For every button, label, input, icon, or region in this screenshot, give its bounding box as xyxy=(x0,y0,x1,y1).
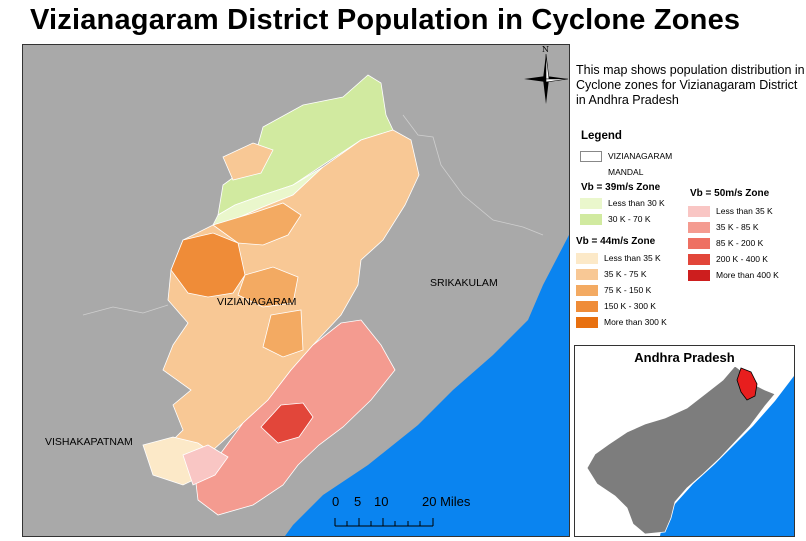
legend-zone39-heading: Vb = 39m/s Zone xyxy=(581,182,661,193)
legend-item-label: 35 K - 85 K xyxy=(716,222,759,232)
legend-item: 200 K - 400 K xyxy=(688,253,768,265)
north-arrow-icon xyxy=(524,53,569,104)
legend-item: 75 K - 150 K xyxy=(576,284,651,296)
legend-swatch xyxy=(580,213,602,225)
zone-44 xyxy=(142,129,420,486)
inset-map: Andhra Pradesh xyxy=(574,345,795,537)
legend: Legend VIZIANAGARAM MANDAL Vb = 39m/s Zo… xyxy=(576,130,806,340)
legend-item: More than 300 K xyxy=(576,316,667,328)
legend-zone50-heading: Vb = 50m/s Zone xyxy=(690,188,770,199)
scale-label: 0 xyxy=(332,494,340,509)
legend-item: 35 K - 75 K xyxy=(576,268,647,280)
inset-state-shape xyxy=(586,365,776,535)
legend-item-label: More than 300 K xyxy=(604,317,667,327)
legend-swatch xyxy=(688,253,710,265)
legend-item-label: 30 K - 70 K xyxy=(608,214,651,224)
main-map xyxy=(22,44,570,537)
legend-swatch xyxy=(576,268,598,280)
legend-swatch xyxy=(576,316,598,328)
scale-ticks xyxy=(334,518,434,527)
legend-item-label: 35 K - 75 K xyxy=(604,269,647,279)
legend-swatch xyxy=(688,269,710,281)
inset-canvas xyxy=(586,365,794,536)
legend-swatch xyxy=(688,221,710,233)
inset-title: Andhra Pradesh xyxy=(634,350,735,365)
legend-item-label: 200 K - 400 K xyxy=(716,254,768,264)
legend-boundary-label-1: VIZIANAGARAM xyxy=(608,151,673,161)
legend-swatch xyxy=(688,237,710,249)
legend-title: Legend xyxy=(581,130,622,142)
legend-swatch xyxy=(576,284,598,296)
legend-item-label: More than 400 K xyxy=(716,270,779,280)
inset-sea xyxy=(660,376,794,536)
legend-boundary-label-2: MANDAL xyxy=(608,167,644,177)
scale-bar: 0 5 10 20 Miles xyxy=(330,494,490,530)
scale-label: 10 xyxy=(374,494,389,509)
label-srikakulam: SRIKAKULAM xyxy=(430,277,498,289)
legend-item: 35 K - 85 K xyxy=(688,221,759,233)
legend-boundary-2: MANDAL xyxy=(608,166,643,178)
inset-district-highlight xyxy=(736,367,758,401)
legend-item: 85 K - 200 K xyxy=(688,237,763,249)
legend-boundary: VIZIANAGARAM xyxy=(580,150,672,162)
legend-item-label: Less than 35 K xyxy=(716,206,773,216)
legend-item: 30 K - 70 K xyxy=(580,213,651,225)
bay-of-bengal xyxy=(285,235,569,536)
legend-swatch xyxy=(580,197,602,209)
legend-item-label: 150 K - 300 K xyxy=(604,301,656,311)
legend-item-label: 85 K - 200 K xyxy=(716,238,764,248)
legend-item: More than 400 K xyxy=(688,269,779,281)
legend-item: Less than 30 K xyxy=(580,197,665,209)
legend-swatch xyxy=(576,252,598,264)
legend-item-label: Less than 35 K xyxy=(604,253,661,263)
map-description: This map shows population distribution i… xyxy=(576,63,805,107)
legend-item: 150 K - 300 K xyxy=(576,300,656,312)
legend-item-label: Less than 30 K xyxy=(608,198,665,208)
scale-label: 20 Miles xyxy=(422,494,471,509)
legend-swatch xyxy=(576,300,598,312)
label-vizianagaram: VIZIANAGARAM xyxy=(217,296,297,308)
legend-item: Less than 35 K xyxy=(576,252,661,264)
scale-label: 5 xyxy=(354,494,362,509)
legend-item-label: 75 K - 150 K xyxy=(604,285,652,295)
map-canvas xyxy=(82,74,569,536)
map-title: Vizianagaram District Population in Cycl… xyxy=(30,4,741,36)
legend-item: Less than 35 K xyxy=(688,205,773,217)
zone-50 xyxy=(182,319,396,516)
legend-swatch-boundary xyxy=(580,150,602,162)
legend-zone44-heading: Vb = 44m/s Zone xyxy=(576,236,656,247)
label-vishakapatnam: VISHAKAPATNAM xyxy=(45,436,133,448)
north-label: N xyxy=(542,45,549,54)
legend-swatch xyxy=(688,205,710,217)
